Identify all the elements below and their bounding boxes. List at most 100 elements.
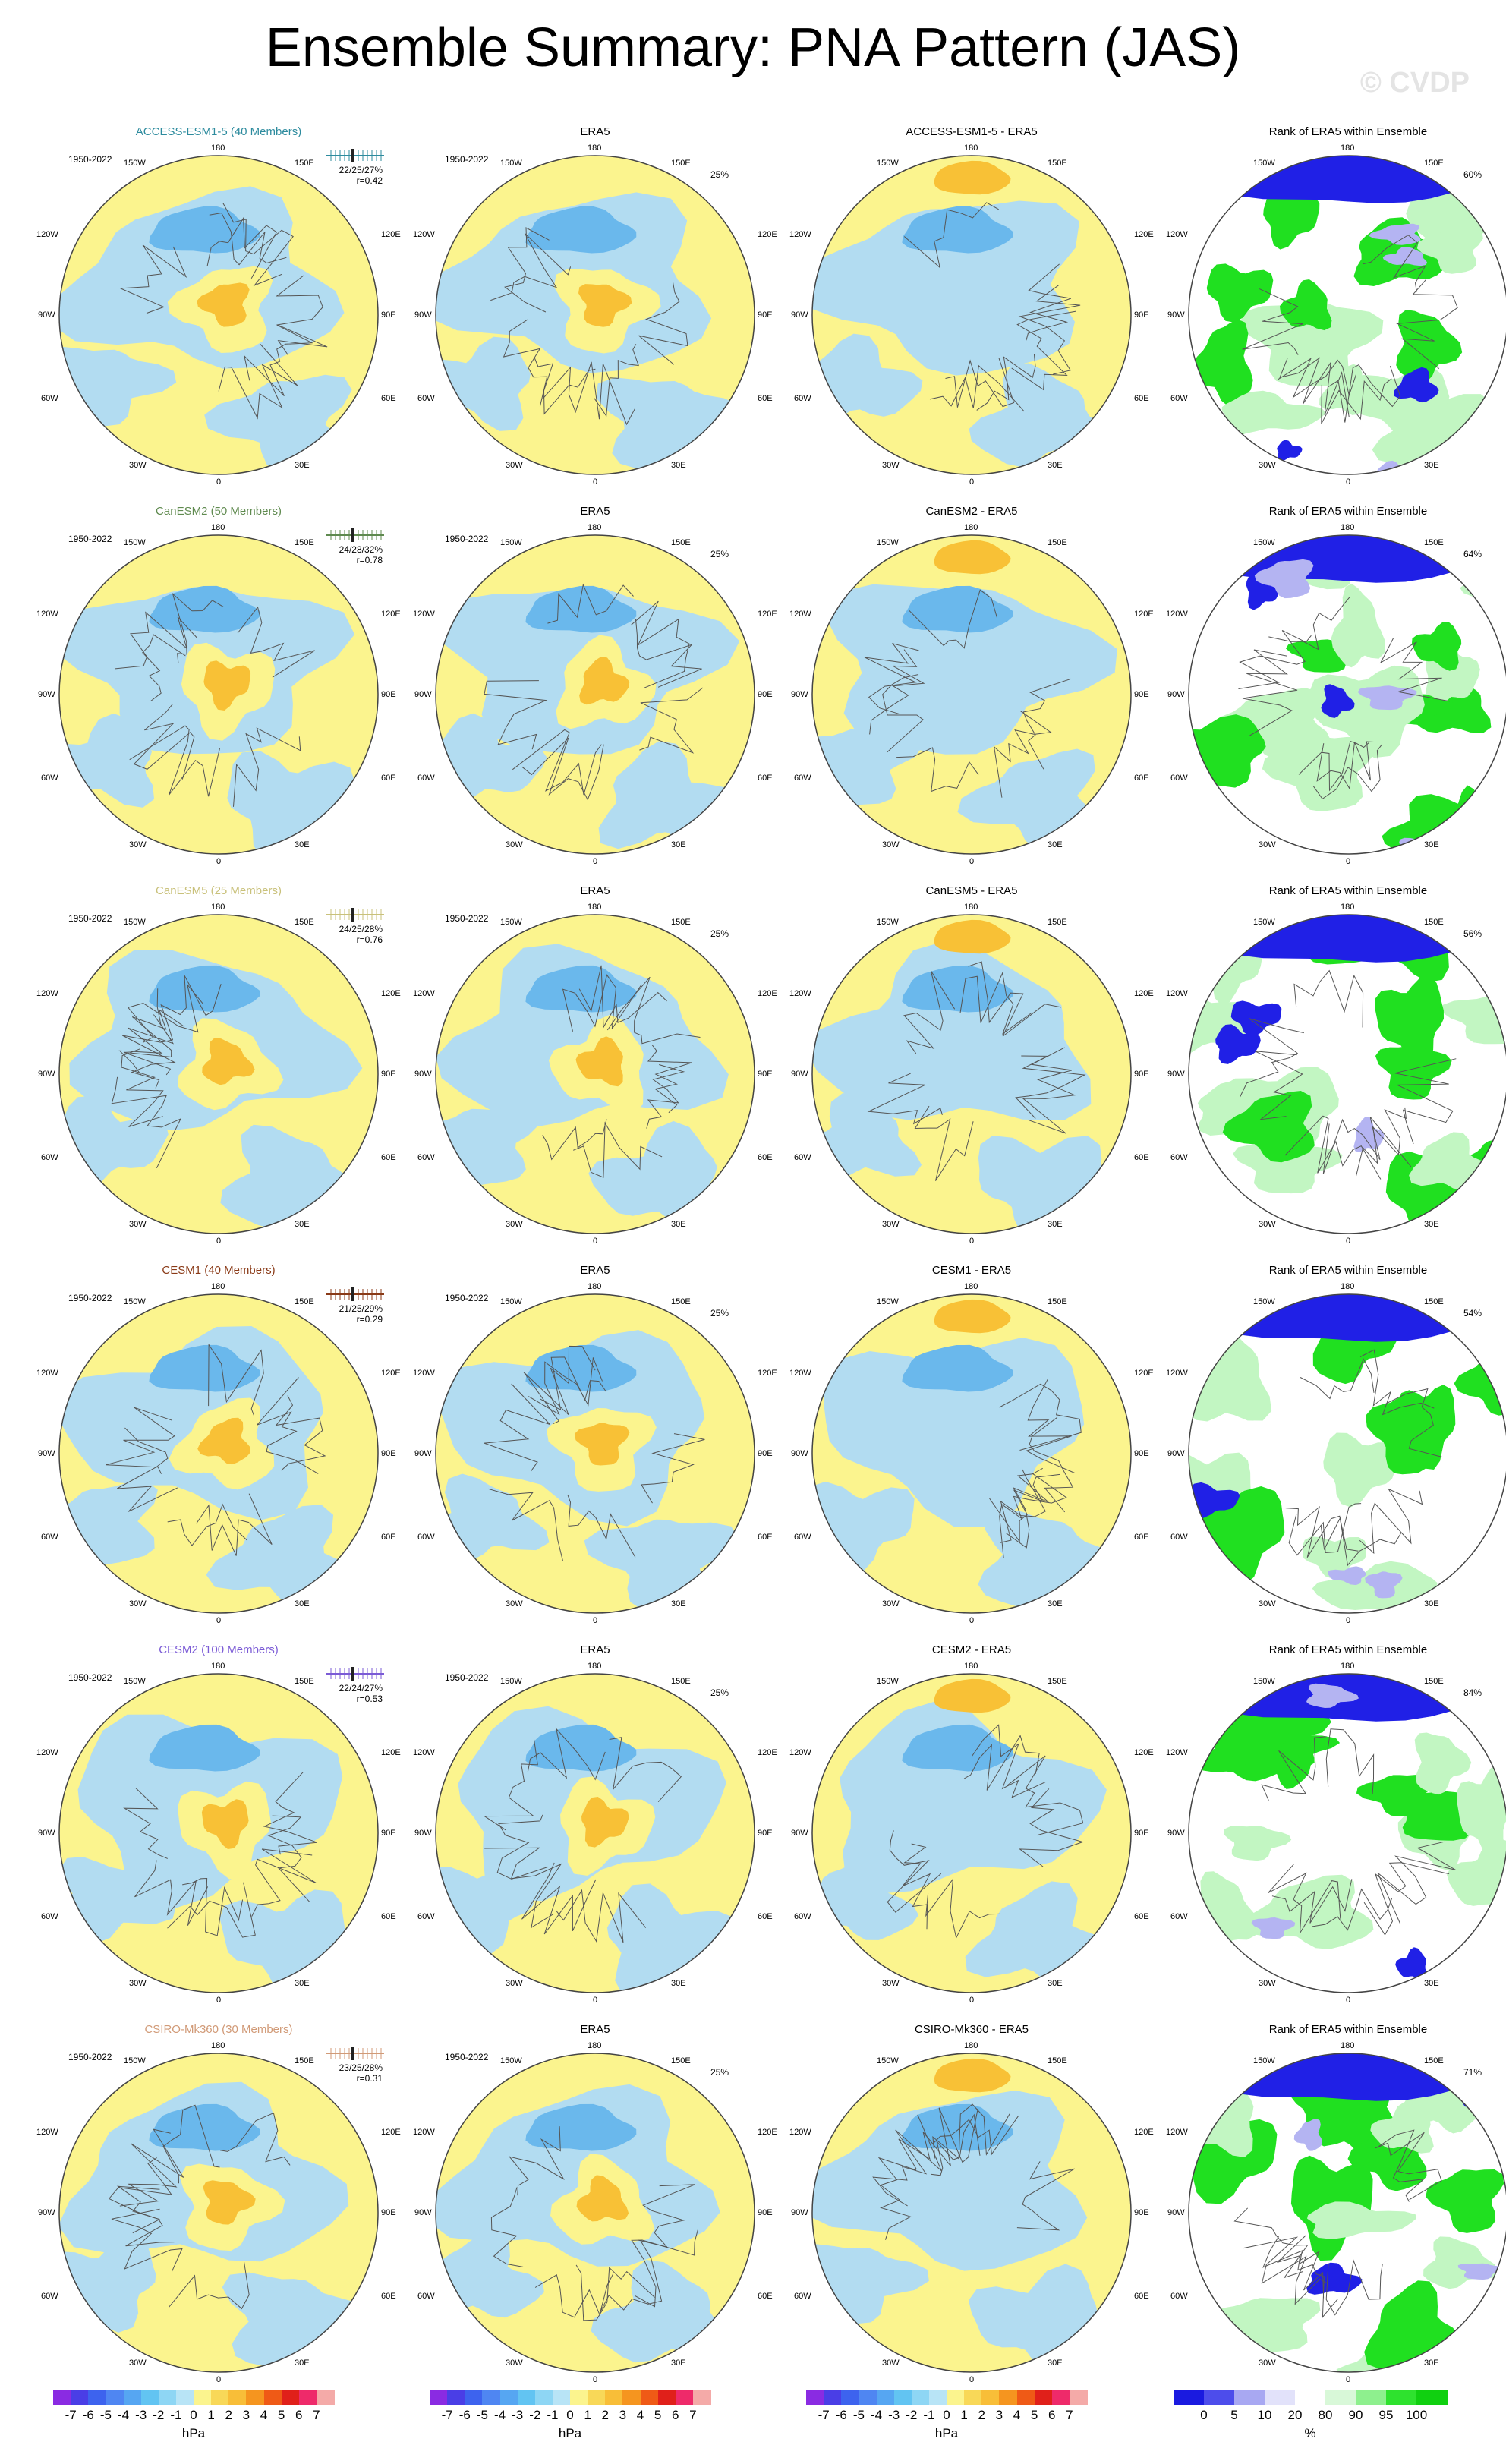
strong-positive-anomaly [574, 1423, 630, 1466]
rank-percent: 64% [1463, 549, 1482, 559]
rank-patch [1307, 2201, 1416, 2239]
coastline [182, 1877, 244, 1936]
longitude-label-lr: 60E [1134, 2292, 1149, 2301]
longitude-label-ml: 90W [1167, 1449, 1185, 1458]
stats-line: r=0.31 [356, 2073, 383, 2084]
rank-patch [1323, 1432, 1398, 1508]
longitude-label-top: 180 [1341, 523, 1355, 532]
coastline [1379, 638, 1450, 702]
colorbar-tick-label: 7 [1066, 2408, 1073, 2422]
coastline [867, 1073, 943, 1125]
longitude-label-ul: 120W [1166, 1369, 1188, 1378]
coastline [218, 344, 298, 420]
longitude-label-tr: 150E [671, 538, 691, 547]
difference-title: CSIRO-Mk360 - ERA5 [914, 2023, 1029, 2036]
longitude-label-tl: 150W [124, 1297, 146, 1306]
ensemble-spread-bar [326, 1287, 384, 1301]
colorbar-swatch [123, 2390, 142, 2405]
coastline [635, 619, 702, 688]
rank-patch-low [1486, 1940, 1506, 1973]
polar-map [58, 155, 379, 475]
strong-negative-anomaly [149, 965, 260, 1013]
longitude-label-top: 180 [964, 143, 978, 153]
coastline [1271, 1879, 1353, 1924]
coastline [512, 729, 602, 796]
colorbar-tick-label: 2 [601, 2408, 609, 2422]
colorbar-tick-label: -7 [818, 2408, 830, 2422]
longitude-label-ll: 60W [417, 774, 435, 783]
stats-line: 24/28/32% [339, 544, 383, 555]
rank-title: Rank of ERA5 within Ensemble [1268, 1264, 1428, 1277]
coastline [1325, 1728, 1375, 1794]
longitude-label-tl: 150W [1253, 538, 1275, 547]
coastline [556, 1889, 647, 1943]
longitude-label-bottom: 0 [216, 857, 222, 866]
coastline [521, 737, 604, 801]
stats-line: r=0.53 [356, 1694, 383, 1704]
longitude-label-bl: 30W [1259, 1599, 1276, 1609]
longitude-label-tr: 150E [1048, 2056, 1067, 2065]
coastline [115, 611, 197, 670]
rank-title: Rank of ERA5 within Ensemble [1268, 884, 1428, 897]
longitude-label-bl: 30W [129, 1599, 147, 1609]
longitude-label-ul: 120W [1166, 1748, 1188, 1757]
longitude-label-tr: 150E [295, 159, 314, 168]
rank-percent: 71% [1463, 2067, 1482, 2078]
coastline [123, 1008, 185, 1076]
rank-panel: 1800150W150E120W120E90W90E60W60E30W30ERa… [1160, 884, 1506, 1264]
model-title: CanESM5 (25 Members) [156, 884, 282, 897]
era5-panel: 180 0 150W 150E 120W 120E 90W 90E 60W 60E 30W 30E ER… [407, 505, 783, 884]
coastline [999, 1473, 1067, 1558]
longitude-label-tr: 150E [295, 1297, 314, 1306]
longitude-label-bottom: 0 [1346, 857, 1351, 866]
model-stats: 24/25/28% r=0.76 [328, 924, 383, 945]
coastline [1359, 1349, 1435, 1416]
coastline [1321, 378, 1392, 424]
rank-title: Rank of ERA5 within Ensemble [1268, 125, 1428, 138]
longitude-label-bl: 30W [882, 2358, 900, 2368]
map-border [811, 2053, 1132, 2373]
strong-positive-anomaly [934, 540, 1011, 575]
longitude-label-ul: 120W [36, 2128, 58, 2137]
colorbar-tick-label: 20 [1287, 2408, 1303, 2422]
colorbar-swatch [928, 2390, 947, 2405]
longitude-label-bottom: 0 [1346, 2375, 1351, 2384]
colorbar-swatch [1204, 2390, 1235, 2405]
longitude-label-br: 30E [295, 1979, 310, 1988]
map-border [58, 914, 379, 1234]
longitude-label-lr: 60E [381, 1912, 396, 1921]
coastline [989, 1473, 1060, 1543]
rank-panel: 1800150W150E120W120E90W90E60W60E30W30ERa… [1160, 505, 1506, 884]
period-label: 1950-2022 [445, 1293, 489, 1303]
longitude-label-br: 30E [1048, 1979, 1063, 1988]
longitude-label-ur: 120E [758, 230, 777, 239]
longitude-label-bottom: 0 [593, 1237, 598, 1246]
longitude-label-bottom: 0 [216, 1616, 222, 1625]
rank-patch [1411, 622, 1462, 671]
rank-patch [1331, 584, 1385, 668]
longitude-label-top: 180 [588, 903, 602, 912]
coastline [999, 1383, 1082, 1451]
rank-patch [1370, 2102, 1434, 2154]
longitude-label-tl: 150W [877, 159, 899, 168]
coastline [903, 970, 956, 1054]
longitude-label-bl: 30W [506, 1979, 523, 1988]
colorbar-swatch [447, 2390, 465, 2405]
longitude-label-tr: 150E [671, 1297, 691, 1306]
polar-map [435, 1673, 755, 1993]
coastline [932, 2115, 1019, 2156]
rank-title: Rank of ERA5 within Ensemble [1268, 505, 1428, 518]
longitude-label-lr: 60E [1134, 1912, 1149, 1921]
longitude-label-mr: 90E [1134, 1829, 1149, 1838]
colorbar-tick-label: 5 [654, 2408, 662, 2422]
longitude-label-top: 180 [211, 903, 225, 912]
colorbar-unit: % [1304, 2426, 1316, 2440]
era5-percent: 25% [710, 549, 729, 559]
longitude-label-ul: 120W [789, 1369, 811, 1378]
longitude-label-tr: 150E [1424, 159, 1444, 168]
coastline [129, 725, 220, 797]
longitude-label-ul: 120W [1166, 2128, 1188, 2137]
period-label: 1950-2022 [68, 1293, 112, 1303]
negative-anomaly [812, 941, 1092, 1120]
coastline [209, 212, 287, 266]
